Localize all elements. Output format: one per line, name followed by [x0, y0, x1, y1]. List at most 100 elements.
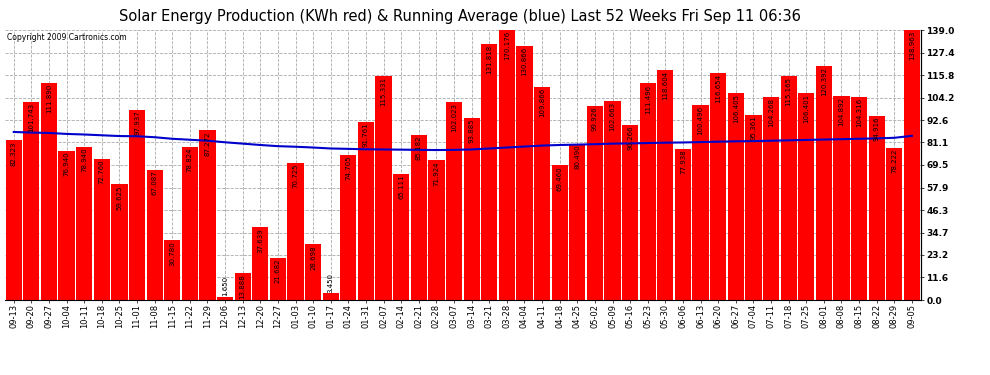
- Bar: [710, 74, 727, 300]
- Text: 1.650: 1.650: [222, 276, 228, 296]
- Text: 71.924: 71.924: [434, 161, 440, 186]
- Text: 131.818: 131.818: [486, 45, 492, 74]
- Text: 170.176: 170.176: [504, 31, 510, 60]
- Text: 94.916: 94.916: [873, 117, 880, 141]
- Text: 85.182: 85.182: [416, 135, 422, 160]
- Text: 72.760: 72.760: [99, 160, 105, 184]
- Text: 99.926: 99.926: [592, 107, 598, 132]
- Bar: [341, 155, 356, 300]
- Text: 78.940: 78.940: [81, 148, 87, 172]
- Bar: [76, 147, 92, 300]
- Bar: [270, 258, 286, 300]
- Bar: [851, 98, 867, 300]
- Bar: [41, 82, 57, 300]
- Bar: [463, 118, 480, 300]
- Bar: [235, 273, 250, 300]
- Text: 102.023: 102.023: [451, 103, 457, 132]
- Bar: [692, 105, 709, 300]
- Text: 104.316: 104.316: [856, 98, 862, 128]
- Bar: [517, 46, 533, 300]
- Text: 111.890: 111.890: [46, 84, 52, 113]
- Bar: [605, 100, 621, 300]
- Text: 28.698: 28.698: [310, 245, 316, 270]
- Text: 87.272: 87.272: [205, 132, 211, 156]
- Bar: [305, 244, 321, 300]
- Text: 104.892: 104.892: [839, 97, 844, 126]
- Bar: [816, 66, 832, 300]
- Text: 67.087: 67.087: [151, 171, 157, 195]
- Bar: [287, 163, 304, 300]
- Bar: [357, 122, 374, 300]
- Text: 106.405: 106.405: [733, 94, 739, 123]
- Text: 111.496: 111.496: [644, 84, 650, 114]
- Bar: [640, 83, 655, 300]
- Text: 109.866: 109.866: [540, 87, 545, 117]
- Bar: [763, 98, 779, 300]
- Bar: [834, 96, 849, 300]
- Bar: [375, 76, 392, 300]
- Bar: [323, 293, 339, 300]
- Text: 130.866: 130.866: [522, 47, 528, 76]
- Bar: [111, 184, 128, 300]
- Text: 93.885: 93.885: [468, 118, 474, 143]
- Text: 138.963: 138.963: [909, 31, 915, 60]
- Bar: [58, 150, 74, 300]
- Bar: [217, 297, 234, 300]
- Bar: [182, 147, 198, 300]
- Bar: [551, 165, 568, 300]
- Bar: [24, 102, 40, 300]
- Bar: [252, 227, 268, 300]
- Text: 100.496: 100.496: [698, 106, 704, 135]
- Text: 91.761: 91.761: [363, 123, 369, 147]
- Text: 70.725: 70.725: [292, 164, 299, 188]
- Text: Copyright 2009 Cartronics.com: Copyright 2009 Cartronics.com: [7, 33, 127, 42]
- Text: 116.654: 116.654: [715, 74, 721, 104]
- Text: 78.222: 78.222: [891, 149, 897, 173]
- Bar: [534, 87, 550, 300]
- Bar: [164, 240, 180, 300]
- Text: 115.331: 115.331: [380, 77, 386, 106]
- Text: Solar Energy Production (KWh red) & Running Average (blue) Last 52 Weeks Fri Sep: Solar Energy Production (KWh red) & Runn…: [120, 9, 801, 24]
- Bar: [622, 124, 639, 300]
- Bar: [868, 116, 885, 300]
- Text: 97.937: 97.937: [134, 111, 140, 135]
- Text: 90.266: 90.266: [627, 126, 634, 150]
- Text: 77.938: 77.938: [680, 150, 686, 174]
- Text: 59.625: 59.625: [117, 185, 123, 210]
- Text: 80.490: 80.490: [574, 145, 580, 169]
- Bar: [393, 174, 409, 300]
- Bar: [675, 148, 691, 300]
- Text: 101.743: 101.743: [29, 104, 35, 132]
- Text: 13.888: 13.888: [240, 274, 246, 299]
- Bar: [147, 170, 162, 300]
- Bar: [129, 110, 146, 300]
- Text: 102.663: 102.663: [610, 102, 616, 130]
- Text: 104.268: 104.268: [768, 98, 774, 128]
- Bar: [6, 140, 22, 300]
- Bar: [728, 93, 743, 300]
- Bar: [904, 30, 920, 300]
- Bar: [199, 130, 216, 300]
- Text: 3.450: 3.450: [328, 273, 334, 293]
- Text: 120.392: 120.392: [821, 67, 827, 96]
- Text: 74.705: 74.705: [346, 156, 351, 180]
- Text: 78.824: 78.824: [187, 148, 193, 172]
- Bar: [446, 102, 462, 300]
- Bar: [657, 70, 673, 300]
- Text: 65.111: 65.111: [398, 174, 404, 199]
- Bar: [499, 30, 515, 300]
- Bar: [798, 93, 815, 300]
- Text: 82.323: 82.323: [11, 141, 17, 166]
- Text: 115.165: 115.165: [786, 77, 792, 106]
- Bar: [587, 106, 603, 300]
- Text: 106.401: 106.401: [803, 94, 809, 123]
- Bar: [429, 160, 445, 300]
- Bar: [94, 159, 110, 300]
- Bar: [411, 135, 427, 300]
- Text: 95.361: 95.361: [750, 116, 756, 140]
- Text: 118.604: 118.604: [662, 70, 668, 100]
- Text: 76.940: 76.940: [63, 152, 69, 176]
- Text: 21.682: 21.682: [275, 259, 281, 284]
- Text: 30.780: 30.780: [169, 241, 175, 266]
- Text: 37.639: 37.639: [257, 228, 263, 253]
